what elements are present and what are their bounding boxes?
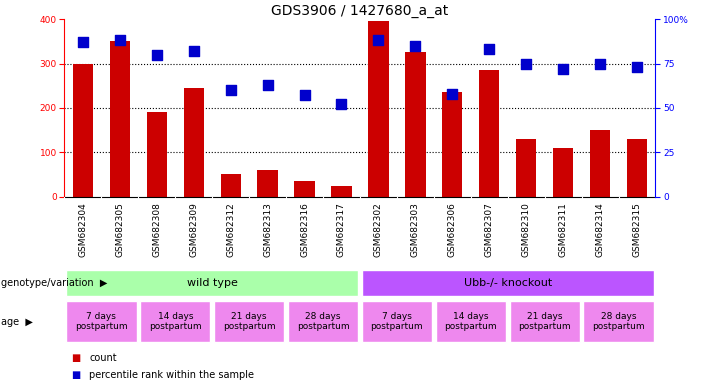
- Text: 28 days
postpartum: 28 days postpartum: [297, 312, 349, 331]
- Text: age  ▶: age ▶: [1, 316, 32, 327]
- Point: [336, 101, 347, 108]
- Text: 21 days
postpartum: 21 days postpartum: [223, 312, 275, 331]
- Text: GSM682317: GSM682317: [337, 202, 346, 257]
- Bar: [442, 93, 463, 197]
- Bar: [184, 88, 204, 197]
- Bar: [67, 270, 358, 296]
- Bar: [332, 185, 352, 197]
- Text: 21 days
postpartum: 21 days postpartum: [518, 312, 571, 331]
- Text: GSM682313: GSM682313: [263, 202, 272, 257]
- Point: [299, 93, 310, 99]
- Bar: [362, 301, 432, 342]
- Text: GSM682312: GSM682312: [226, 202, 236, 257]
- Bar: [516, 139, 536, 197]
- Text: Ubb-/- knockout: Ubb-/- knockout: [463, 278, 552, 288]
- Point: [114, 37, 125, 43]
- Text: GSM682309: GSM682309: [189, 202, 198, 257]
- Text: GSM682311: GSM682311: [559, 202, 568, 257]
- Bar: [510, 301, 580, 342]
- Bar: [288, 301, 358, 342]
- Point: [188, 48, 199, 54]
- Bar: [590, 130, 610, 197]
- Bar: [294, 181, 315, 197]
- Text: GSM682302: GSM682302: [374, 202, 383, 257]
- Text: GSM682308: GSM682308: [152, 202, 161, 257]
- Text: percentile rank within the sample: percentile rank within the sample: [89, 370, 254, 380]
- Text: count: count: [89, 353, 116, 363]
- Bar: [583, 301, 653, 342]
- Text: 14 days
postpartum: 14 days postpartum: [149, 312, 202, 331]
- Text: 7 days
postpartum: 7 days postpartum: [75, 312, 128, 331]
- Point: [77, 39, 88, 45]
- Point: [594, 61, 606, 67]
- Text: ■: ■: [72, 370, 81, 380]
- Text: 28 days
postpartum: 28 days postpartum: [592, 312, 645, 331]
- Point: [410, 43, 421, 49]
- Text: wild type: wild type: [186, 278, 238, 288]
- Point: [484, 46, 495, 53]
- Bar: [110, 41, 130, 197]
- Bar: [362, 270, 653, 296]
- Bar: [627, 139, 647, 197]
- Text: GSM682304: GSM682304: [79, 202, 88, 257]
- Text: GSM682314: GSM682314: [596, 202, 604, 257]
- Bar: [221, 174, 241, 197]
- Bar: [368, 22, 388, 197]
- Bar: [553, 148, 573, 197]
- Point: [521, 61, 532, 67]
- Text: GSM682310: GSM682310: [522, 202, 531, 257]
- Bar: [436, 301, 506, 342]
- Text: GSM682315: GSM682315: [632, 202, 641, 257]
- Bar: [140, 301, 210, 342]
- Bar: [405, 53, 426, 197]
- Bar: [257, 170, 278, 197]
- Point: [632, 64, 643, 70]
- Title: GDS3906 / 1427680_a_at: GDS3906 / 1427680_a_at: [271, 4, 449, 18]
- Text: genotype/variation  ▶: genotype/variation ▶: [1, 278, 107, 288]
- Text: 7 days
postpartum: 7 days postpartum: [371, 312, 423, 331]
- Text: GSM682303: GSM682303: [411, 202, 420, 257]
- Text: GSM682305: GSM682305: [116, 202, 124, 257]
- Bar: [147, 113, 167, 197]
- Bar: [67, 301, 137, 342]
- Bar: [73, 64, 93, 197]
- Text: GSM682307: GSM682307: [484, 202, 494, 257]
- Bar: [479, 70, 499, 197]
- Point: [373, 37, 384, 43]
- Text: GSM682316: GSM682316: [300, 202, 309, 257]
- Point: [225, 87, 236, 93]
- Text: 14 days
postpartum: 14 days postpartum: [444, 312, 497, 331]
- Text: ■: ■: [72, 353, 81, 363]
- Point: [151, 51, 163, 58]
- Point: [262, 82, 273, 88]
- Point: [447, 91, 458, 97]
- Point: [557, 66, 569, 72]
- Text: GSM682306: GSM682306: [448, 202, 457, 257]
- Bar: [214, 301, 284, 342]
